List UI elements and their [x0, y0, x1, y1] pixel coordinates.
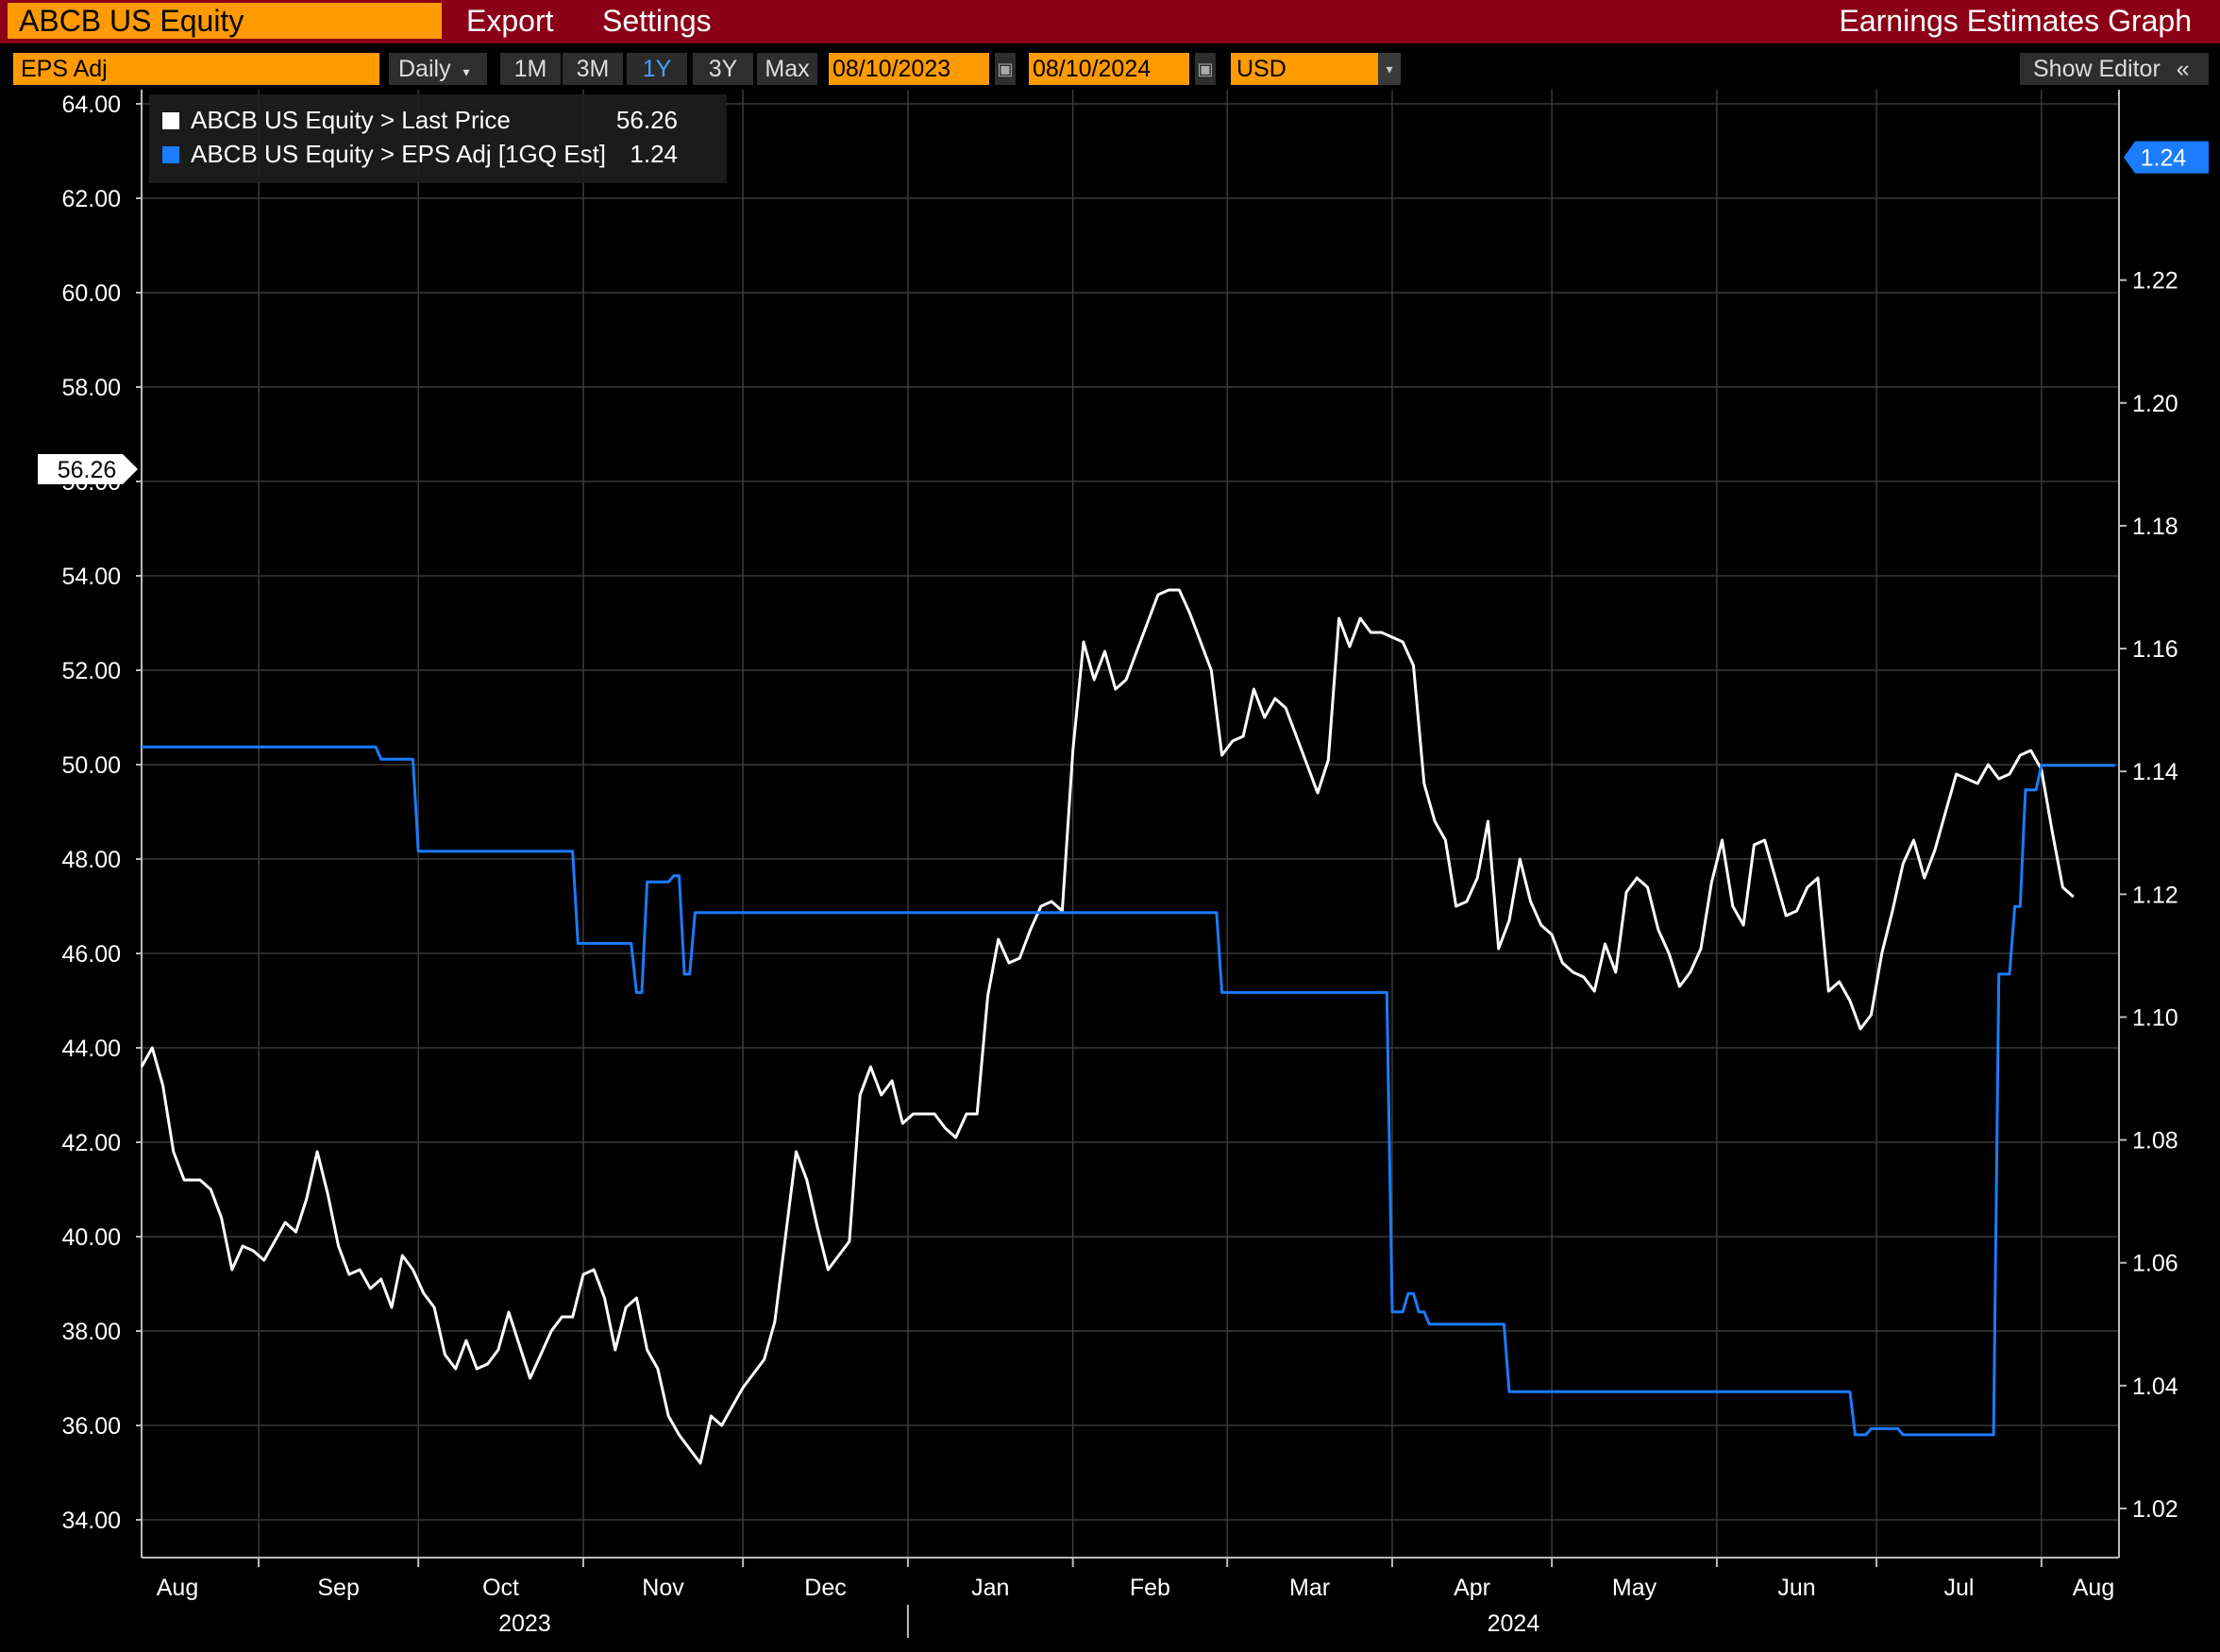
- legend-label: ABCB US Equity > Last Price: [191, 106, 511, 134]
- left-tick-label: 40.00: [61, 1224, 121, 1251]
- settings-menu[interactable]: Settings: [602, 4, 712, 38]
- left-tick-label: 62.00: [61, 186, 121, 212]
- chevron-down-icon: ▾: [462, 64, 470, 79]
- left-tick-label: 58.00: [61, 375, 121, 401]
- value-tags: 56.26 1.24: [38, 141, 2209, 484]
- x-tick-label: Apr: [1454, 1575, 1490, 1601]
- legend-item-eps[interactable]: ABCB US Equity > EPS Adj [1GQ Est] 1.24: [162, 138, 714, 170]
- eps-value-tag-label: 1.24: [2141, 145, 2187, 172]
- calendar-icon[interactable]: ▣: [995, 53, 1016, 85]
- right-tick-label: 1.06: [2132, 1251, 2178, 1277]
- left-tick-label: 38.00: [61, 1319, 121, 1345]
- grid: [142, 90, 2119, 1558]
- axes: 34.00 36.00 38.00 40.00 42.00 44.00 46.00 48.00…: [61, 90, 2178, 1638]
- x-tick-label: Mar: [1289, 1575, 1330, 1601]
- x-tick-label: Nov: [642, 1575, 684, 1601]
- left-tick-label: 34.00: [61, 1508, 121, 1534]
- right-tick-label: 1.18: [2132, 514, 2178, 540]
- right-tick-label: 1.12: [2132, 882, 2178, 908]
- frequency-label: Daily: [398, 56, 451, 82]
- right-tick-label: 1.04: [2132, 1374, 2178, 1400]
- currency-select[interactable]: USD: [1231, 53, 1378, 85]
- legend-label: ABCB US Equity > EPS Adj [1GQ Est]: [191, 140, 607, 168]
- eps-line: [142, 745, 2115, 1437]
- show-editor-button[interactable]: Show Editor «: [2020, 53, 2209, 85]
- legend: ABCB US Equity > Last Price 56.26 ABCB U…: [149, 94, 727, 183]
- price-value-tag: [38, 454, 138, 484]
- range-1m-button[interactable]: 1M: [500, 53, 561, 85]
- left-tick-label: 46.00: [61, 941, 121, 968]
- range-max-button[interactable]: Max: [757, 53, 817, 85]
- right-tick-label: 1.20: [2132, 391, 2178, 417]
- right-tick-label: 1.16: [2132, 636, 2178, 663]
- start-date-input[interactable]: 08/10/2023: [829, 53, 989, 85]
- legend-value: 56.26: [615, 106, 678, 134]
- x-tick-label: Sep: [317, 1575, 359, 1601]
- series-layer: [140, 588, 2115, 1465]
- range-3y-button[interactable]: 3Y: [693, 53, 753, 85]
- range-1y-button[interactable]: 1Y: [627, 53, 687, 85]
- left-tick-label: 44.00: [61, 1036, 121, 1062]
- range-3m-button[interactable]: 3M: [563, 53, 623, 85]
- year-label: 2024: [1488, 1610, 1540, 1637]
- x-tick-label: Jun: [1777, 1575, 1815, 1601]
- double-chevron-left-icon: «: [2176, 56, 2190, 82]
- left-tick-label: 52.00: [61, 658, 121, 684]
- right-tick-label: 1.22: [2132, 268, 2178, 295]
- legend-swatch: [162, 146, 179, 163]
- x-tick-label: Feb: [1130, 1575, 1170, 1601]
- field-selector[interactable]: EPS Adj: [13, 53, 379, 85]
- right-tick-label: 1.10: [2132, 1004, 2178, 1031]
- right-tick-label: 1.02: [2132, 1496, 2178, 1523]
- price-line: [140, 588, 2075, 1465]
- price-value-tag-label: 56.26: [58, 457, 117, 483]
- left-tick-label: 36.00: [61, 1413, 121, 1440]
- calendar-icon[interactable]: ▣: [1195, 53, 1216, 85]
- show-editor-label: Show Editor: [2033, 56, 2161, 82]
- x-tick-label: Aug: [157, 1575, 198, 1601]
- x-tick-label: Oct: [482, 1575, 519, 1601]
- left-tick-label: 54.00: [61, 564, 121, 590]
- left-tick-label: 48.00: [61, 847, 121, 873]
- left-tick-label: 50.00: [61, 752, 121, 779]
- end-date-input[interactable]: 08/10/2024: [1029, 53, 1189, 85]
- chevron-down-icon[interactable]: ▾: [1378, 53, 1401, 85]
- year-label: 2023: [498, 1610, 551, 1637]
- x-tick-label: Dec: [804, 1575, 846, 1601]
- x-tick-label: Jul: [1943, 1575, 1974, 1601]
- eps-value-tag: [2124, 141, 2209, 174]
- ticker-field[interactable]: ABCB US Equity: [8, 3, 442, 39]
- page-title: Earnings Estimates Graph: [1839, 4, 2193, 38]
- right-tick-label: 1.14: [2132, 759, 2178, 785]
- right-tick-label: 1.08: [2132, 1128, 2178, 1155]
- left-tick-label: 42.00: [61, 1130, 121, 1156]
- x-tick-label: Jan: [971, 1575, 1009, 1601]
- frequency-select[interactable]: Daily ▾: [389, 53, 487, 85]
- legend-swatch: [162, 112, 179, 129]
- left-tick-label: 64.00: [61, 92, 121, 118]
- x-tick-label: May: [1612, 1575, 1657, 1601]
- left-tick-label: 60.00: [61, 280, 121, 307]
- x-tick-label: Aug: [2073, 1575, 2114, 1601]
- legend-value: 1.24: [630, 140, 678, 168]
- legend-item-price[interactable]: ABCB US Equity > Last Price 56.26: [162, 104, 714, 136]
- export-menu[interactable]: Export: [466, 4, 554, 38]
- toolbar: EPS Adj Daily ▾ 1M 3M 1Y 3Y Max 08/10/20…: [0, 49, 2220, 89]
